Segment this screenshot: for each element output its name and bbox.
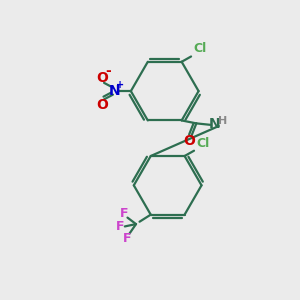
Text: -: -: [105, 64, 111, 78]
Text: O: O: [96, 70, 108, 85]
Text: F: F: [116, 220, 124, 233]
Text: F: F: [123, 232, 131, 245]
Text: F: F: [120, 207, 128, 220]
Text: +: +: [116, 80, 124, 90]
Text: H: H: [218, 116, 227, 126]
Text: Cl: Cl: [193, 42, 206, 55]
Text: O: O: [183, 134, 195, 148]
Text: O: O: [96, 98, 108, 112]
Text: N: N: [209, 117, 221, 131]
Text: Cl: Cl: [196, 136, 209, 149]
Text: N: N: [109, 83, 121, 98]
